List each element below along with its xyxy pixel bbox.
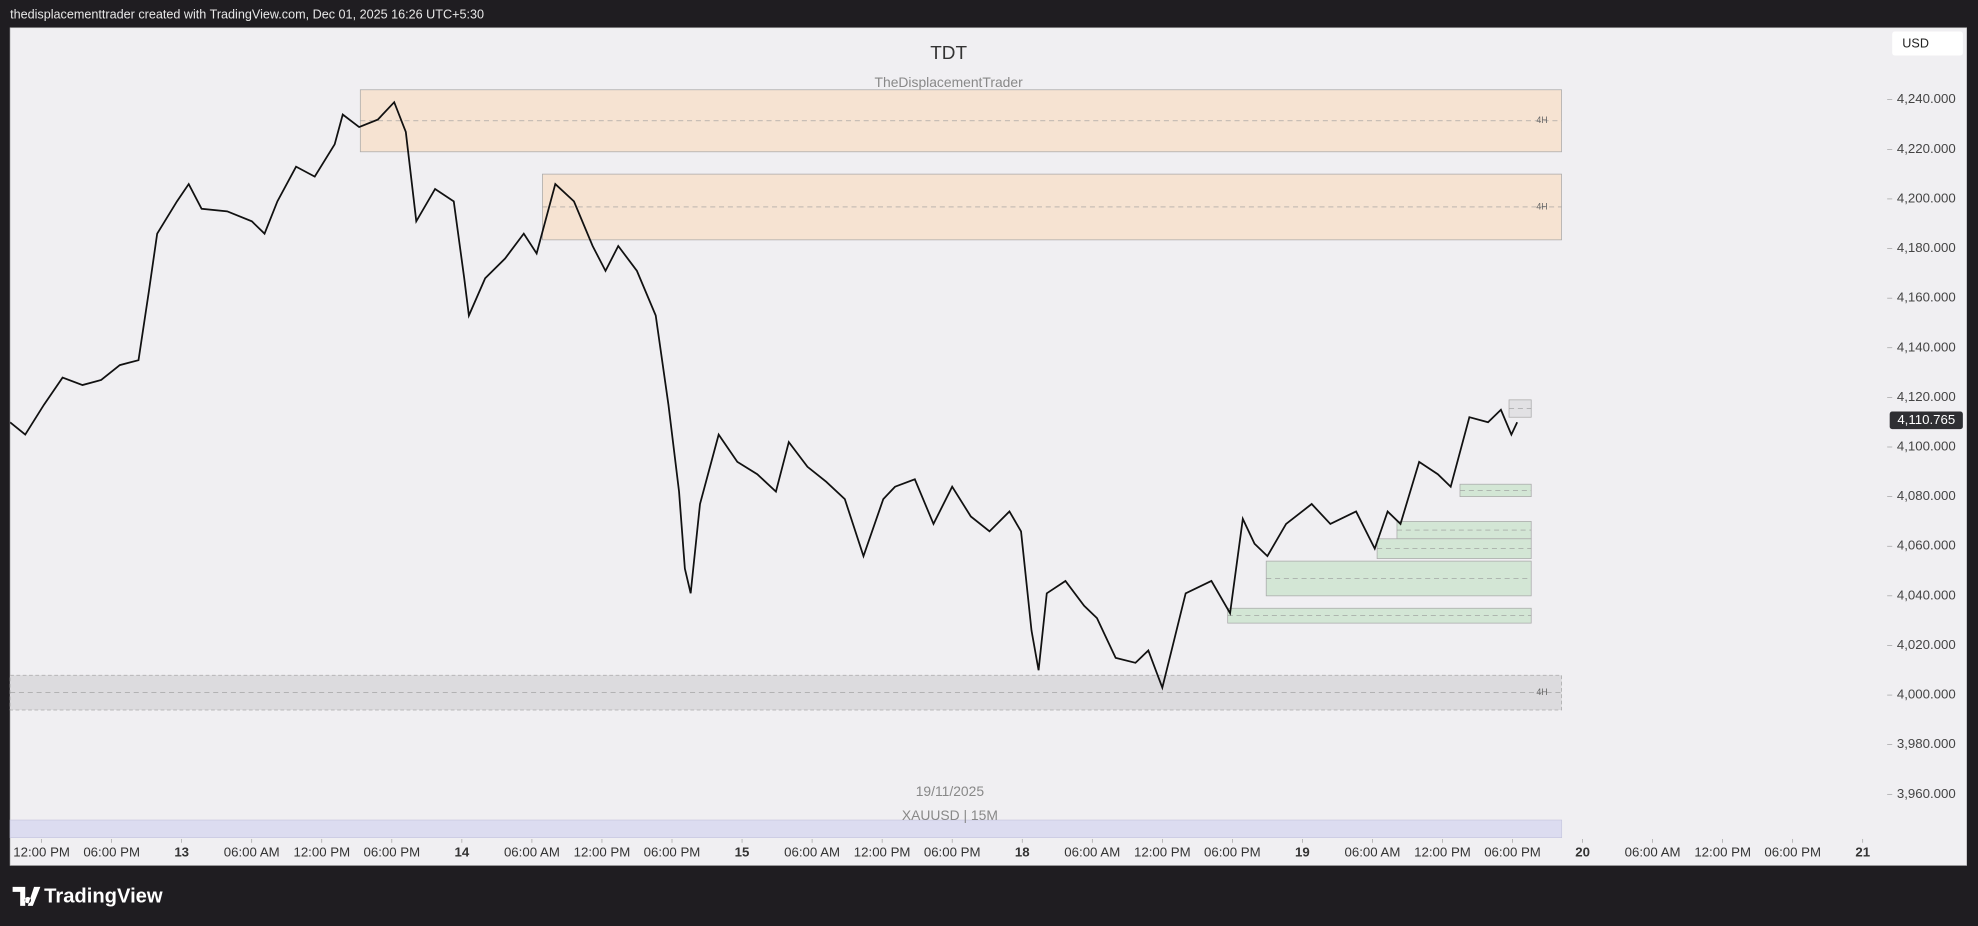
y-tick-label: 4,140.000: [1897, 339, 1956, 354]
chart-subtitle: TheDisplacementTrader: [875, 74, 1024, 90]
x-tick-label: 06:00 PM: [924, 844, 981, 859]
last-price-box: [1889, 411, 1963, 430]
y-tick-label: 4,200.000: [1897, 190, 1956, 205]
zone: [1376, 538, 1532, 560]
chart-title: TDT: [930, 43, 967, 64]
x-tick-label: 06:00 PM: [644, 844, 701, 859]
x-tick-label: 19: [1295, 844, 1310, 859]
zone-label: 4H: [1536, 115, 1547, 125]
x-tick-label: 12:00 PM: [1694, 844, 1751, 859]
x-tick-label: 13: [174, 844, 189, 859]
x-tick-label: 06:00 AM: [504, 844, 560, 859]
zone-label: 4H: [1536, 687, 1547, 697]
y-tick-label: 4,220.000: [1897, 141, 1956, 156]
x-tick-label: 06:00 PM: [83, 844, 140, 859]
x-tick-label: 06:00 AM: [1625, 844, 1681, 859]
y-tick-label: 3,980.000: [1897, 736, 1956, 751]
x-tick-label: 20: [1575, 844, 1590, 859]
watermark: 19/11/2025: [916, 783, 985, 799]
x-tick-label: 12:00 PM: [574, 844, 631, 859]
y-tick-label: 4,060.000: [1897, 538, 1956, 553]
currency-box[interactable]: [1892, 31, 1963, 56]
x-tick-label: 06:00 AM: [784, 844, 840, 859]
x-tick-label: 21: [1855, 844, 1870, 859]
y-tick-label: 4,080.000: [1897, 488, 1956, 503]
x-tick-label: 15: [735, 844, 750, 859]
x-tick-label: 06:00 AM: [1344, 844, 1400, 859]
x-tick-label: 06:00 PM: [1764, 844, 1821, 859]
x-tick-label: 06:00 AM: [1064, 844, 1120, 859]
y-tick-label: 4,160.000: [1897, 290, 1956, 305]
x-tick-label: 18: [1015, 844, 1030, 859]
x-tick-label: 14: [455, 844, 470, 859]
time-range-strip: [9, 819, 1563, 839]
x-tick-label: 12:00 PM: [13, 844, 70, 859]
x-tick-label: 06:00 PM: [364, 844, 421, 859]
logo[interactable]: TradingView: [12, 885, 163, 907]
header-text: thedisplacementtrader created with Tradi…: [10, 7, 484, 21]
plot: 3,960.000 3,980.000 4,000.000 4,020.000 4,04…: [9, 89, 1963, 859]
chart-area: [9, 27, 1967, 866]
currency-label: USD: [1902, 36, 1929, 50]
logo-text: TradingView: [44, 885, 163, 907]
watermark: XAUUSD | 15M: [902, 807, 998, 823]
price-line: [10, 100, 1518, 691]
zone-label: 4H: [1536, 201, 1547, 211]
logo-mark: [12, 886, 41, 906]
x-tick-label: 12:00 PM: [1414, 844, 1471, 859]
y-tick-label: 4,240.000: [1897, 91, 1956, 106]
x-tick-label: 06:00 PM: [1204, 844, 1261, 859]
y-tick-label: 4,120.000: [1897, 389, 1956, 404]
x-tick-label: 12:00 PM: [1134, 844, 1191, 859]
x-tick-label: 06:00 PM: [1484, 844, 1541, 859]
last-price-label: 4,110.765: [1897, 412, 1955, 427]
x-tick-label: 06:00 AM: [224, 844, 280, 859]
y-tick-label: 4,100.000: [1897, 438, 1956, 453]
y-tick-label: 4,000.000: [1897, 687, 1956, 702]
y-tick-label: 4,040.000: [1897, 587, 1956, 602]
y-tick-label: 4,020.000: [1897, 637, 1956, 652]
y-tick-label: 3,960.000: [1897, 786, 1956, 801]
x-tick-label: 12:00 PM: [293, 844, 350, 859]
y-tick-label: 4,180.000: [1897, 240, 1956, 255]
x-tick-label: 12:00 PM: [854, 844, 911, 859]
